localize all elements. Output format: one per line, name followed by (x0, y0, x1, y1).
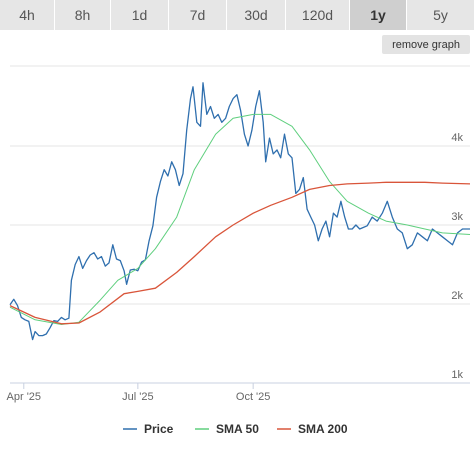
tab-4h[interactable]: 4h (0, 0, 55, 30)
legend-label[interactable]: Price (144, 422, 174, 436)
x-tick-label: Jul '25 (122, 391, 153, 403)
y-tick-label: 2k (451, 290, 463, 302)
tab-1d[interactable]: 1d (111, 0, 169, 30)
y-tick-label: 4k (451, 132, 463, 144)
x-tick-label: Apr '25 (7, 391, 42, 403)
series-line-sma-50 (9, 113, 471, 325)
legend-label[interactable]: SMA 50 (216, 422, 259, 436)
tab-5y[interactable]: 5y (407, 0, 474, 30)
series-line-price (9, 82, 470, 341)
series-line-sma-200 (9, 181, 471, 325)
tab-1y[interactable]: 1y (350, 0, 407, 30)
y-tick-label: 1k (451, 369, 463, 381)
tab-120d[interactable]: 120d (286, 0, 350, 30)
x-tick-label: Oct '25 (236, 391, 271, 403)
tab-30d[interactable]: 30d (227, 0, 286, 30)
timeframe-tabs: 4h 8h 1d 7d 30d 120d 1y 5y (0, 0, 474, 30)
tab-7d[interactable]: 7d (169, 0, 227, 30)
y-tick-label: 3k (451, 211, 463, 223)
tab-8h[interactable]: 8h (55, 0, 111, 30)
legend-label[interactable]: SMA 200 (298, 422, 348, 436)
remove-graph-button[interactable]: remove graph (382, 35, 470, 54)
